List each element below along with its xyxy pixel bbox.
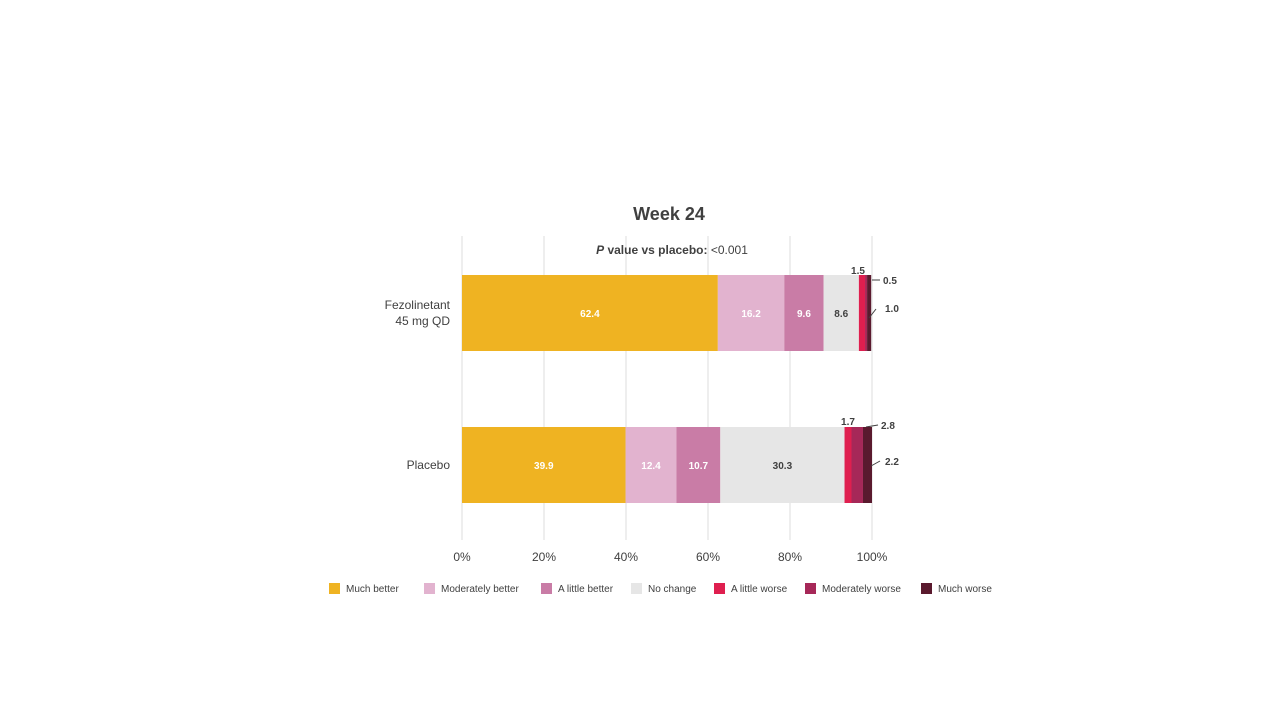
data-label: 12.4 — [641, 461, 661, 472]
legend-label: No change — [648, 584, 697, 595]
bar-segment — [858, 275, 866, 351]
x-tick-label: 100% — [857, 550, 888, 564]
bars-group: 62.4 16.2 9.6 8.6 1.5 0.5 1.0 39.9 12.4 10.7 30.3 1… — [462, 266, 899, 503]
p-value-annotation: P value vs placebo: <0.001 — [596, 243, 748, 257]
legend-label: Moderately better — [441, 584, 519, 595]
chart-title: Week 24 — [633, 204, 705, 224]
legend-label: A little better — [558, 584, 614, 595]
x-tick-label: 80% — [778, 550, 802, 564]
category-labels: Fezolinetant 45 mg QD Placebo — [385, 298, 451, 472]
category-label: Placebo — [407, 458, 451, 472]
data-label: 1.5 — [851, 266, 865, 277]
data-label: 9.6 — [797, 309, 811, 320]
bar-segment — [717, 275, 785, 351]
legend-swatch — [424, 583, 435, 594]
x-tick-label: 40% — [614, 550, 638, 564]
data-label: 30.3 — [773, 461, 793, 472]
legend-label: Much worse — [938, 584, 992, 595]
legend-swatch — [805, 583, 816, 594]
label-leader-line — [865, 424, 879, 428]
bar-segment — [851, 427, 863, 503]
label-leader-line — [870, 460, 881, 467]
data-label: 62.4 — [580, 309, 600, 320]
legend-swatch — [631, 583, 642, 594]
bar-segment — [844, 427, 852, 503]
data-label: 39.9 — [534, 461, 554, 472]
bar-segment — [625, 427, 677, 503]
x-axis-ticks: 0% 20% 40% 60% 80% 100% — [453, 550, 887, 564]
data-label: 2.8 — [881, 421, 895, 432]
p-value-italic: P — [596, 243, 605, 257]
category-label: 45 mg QD — [395, 314, 450, 328]
data-label: 2.2 — [885, 457, 899, 468]
bar-segment — [862, 427, 872, 503]
legend-swatch — [714, 583, 725, 594]
x-tick-label: 0% — [453, 550, 471, 564]
p-value-label: value vs placebo: — [604, 243, 707, 257]
data-label: 1.0 — [885, 304, 899, 315]
bar-segment — [462, 427, 626, 503]
bar-segment — [823, 275, 859, 351]
legend-label: Much better — [346, 584, 399, 595]
legend-swatch — [329, 583, 340, 594]
x-tick-label: 60% — [696, 550, 720, 564]
x-tick-label: 20% — [532, 550, 556, 564]
data-label: 1.7 — [841, 417, 855, 428]
legend-label: A little worse — [731, 584, 788, 595]
legend: Much better Moderately better A little bet… — [329, 583, 992, 595]
data-label: 10.7 — [689, 461, 709, 472]
bar-segment — [462, 275, 718, 351]
data-label: 16.2 — [741, 309, 761, 320]
bar-segment — [865, 275, 868, 351]
bar-segment — [676, 427, 721, 503]
category-label: Fezolinetant — [385, 298, 451, 312]
data-label: 0.5 — [883, 276, 897, 287]
label-leader-line — [868, 308, 877, 319]
data-label: 8.6 — [834, 309, 848, 320]
bar-segment — [784, 275, 824, 351]
legend-swatch — [921, 583, 932, 594]
bar-segment — [867, 275, 872, 351]
legend-swatch — [541, 583, 552, 594]
legend-label: Moderately worse — [822, 584, 901, 595]
bar-segment — [720, 427, 845, 503]
p-value-number: <0.001 — [708, 243, 749, 257]
